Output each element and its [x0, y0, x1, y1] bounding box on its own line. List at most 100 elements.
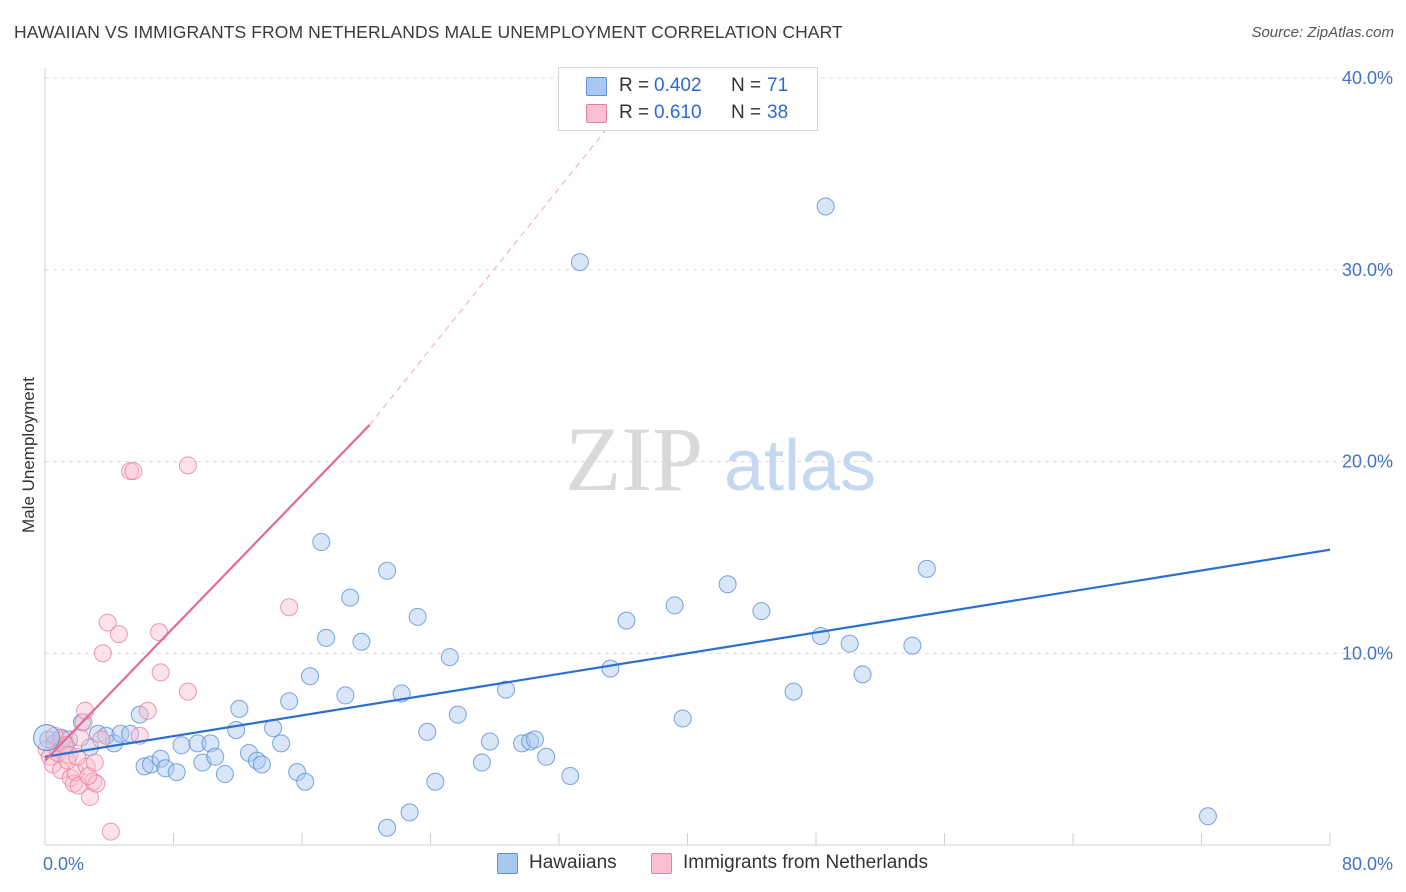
point-hawaiians — [816, 197, 835, 216]
point-hawaiians — [440, 648, 459, 667]
legend-row-netherlands: R = 0.610 N = 38 — [559, 101, 817, 127]
point-hawaiians — [903, 636, 922, 655]
point-netherlands — [150, 623, 169, 642]
point-hawaiians — [917, 559, 936, 578]
legend-r-label: R = — [619, 75, 650, 96]
legend-swatch-netherlands — [586, 104, 607, 123]
point-hawaiians — [352, 632, 371, 651]
trend-line-netherlands-extension — [368, 77, 648, 426]
point-hawaiians — [272, 734, 291, 753]
point-hawaiians — [60, 730, 79, 749]
trend-lines — [44, 77, 1331, 762]
point-hawaiians — [665, 596, 684, 615]
watermark-zip: ZIP — [565, 408, 703, 510]
bottom-legend-swatch-netherlands — [651, 853, 672, 874]
point-hawaiians — [188, 734, 207, 753]
point-hawaiians — [601, 659, 620, 678]
x-tick-label: 0.0% — [43, 854, 84, 874]
point-hawaiians — [230, 699, 249, 718]
point-hawaiians — [215, 765, 234, 784]
y-axis-label: Male Unemployment — [19, 377, 38, 533]
point-netherlands — [138, 701, 157, 720]
point-hawaiians — [480, 732, 499, 751]
point-netherlands — [109, 625, 128, 644]
legend-n-label: N = — [731, 75, 762, 96]
legend: R = 0.402 N = 71 R = 0.610 N = 38 — [558, 67, 818, 131]
point-netherlands — [52, 761, 71, 780]
point-hawaiians — [312, 533, 331, 552]
point-hawaiians — [280, 692, 299, 711]
point-hawaiians — [496, 680, 515, 699]
y-tick-label: 20.0% — [1342, 452, 1393, 472]
point-hawaiians — [252, 755, 271, 774]
point-hawaiians — [156, 759, 175, 778]
point-hawaiians — [111, 724, 130, 743]
legend-r-value: 0.610 — [654, 102, 702, 123]
point-netherlands — [92, 730, 111, 749]
legend-r-value: 0.402 — [654, 75, 702, 96]
point-hawaiians — [853, 665, 872, 684]
point-hawaiians — [617, 611, 636, 630]
point-hawaiians — [317, 628, 336, 647]
y-tick-label: 10.0% — [1342, 643, 1393, 663]
trend-line-hawaiians — [44, 548, 1331, 758]
point-hawaiians — [378, 561, 397, 580]
point-hawaiians — [673, 709, 692, 728]
bottom-legend-label: Immigrants from Netherlands — [683, 852, 928, 873]
point-hawaiians — [336, 686, 355, 705]
point-hawaiians — [201, 734, 220, 753]
point-hawaiians — [378, 818, 397, 837]
legend-swatch-hawaiians — [586, 77, 607, 96]
point-hawaiians — [135, 757, 154, 776]
y-tick-label: 40.0% — [1342, 68, 1393, 88]
point-hawaiians — [718, 575, 737, 594]
point-netherlands — [98, 613, 117, 632]
point-hawaiians — [142, 755, 161, 774]
x-tick-label: 80.0% — [1342, 854, 1393, 874]
point-netherlands — [178, 456, 197, 475]
source-label: Source: ZipAtlas.com — [1251, 24, 1394, 41]
point-hawaiians — [296, 772, 315, 791]
legend-r-label: R = — [619, 102, 650, 123]
point-hawaiians — [206, 747, 225, 766]
point-hawaiians — [151, 749, 170, 768]
point-netherlands — [71, 728, 90, 747]
y-tick-label: 30.0% — [1342, 260, 1393, 280]
point-hawaiians — [472, 753, 491, 772]
point-netherlands — [84, 772, 103, 791]
bottom-legend-label: Hawaiians — [529, 852, 617, 873]
point-netherlands — [280, 598, 299, 617]
point-netherlands — [76, 701, 95, 720]
point-netherlands — [85, 753, 104, 772]
tick-labels: 10.0% 20.0% 30.0% 40.0% 0.0% 80.0% — [43, 68, 1393, 874]
point-hawaiians — [341, 588, 360, 607]
legend-n-value: 38 — [767, 102, 789, 123]
point-netherlands — [124, 462, 143, 481]
legend-n-label: N = — [731, 102, 762, 123]
chart-title: HAWAIIAN VS IMMIGRANTS FROM NETHERLANDS … — [14, 22, 843, 42]
point-hawaiians — [840, 634, 859, 653]
axes — [44, 68, 1331, 846]
point-hawaiians — [418, 722, 437, 741]
point-netherlands — [178, 682, 197, 701]
point-hawaiians — [400, 803, 419, 822]
trend-line-netherlands — [44, 424, 371, 762]
legend-row-hawaiians: R = 0.402 N = 71 — [559, 74, 817, 100]
point-netherlands — [69, 776, 88, 795]
point-hawaiians — [426, 772, 445, 791]
point-netherlands — [151, 663, 170, 682]
point-hawaiians — [784, 682, 803, 701]
point-hawaiians — [408, 607, 427, 626]
point-hawaiians — [172, 736, 191, 755]
point-hawaiians — [448, 705, 467, 724]
legend-n-value: 71 — [767, 75, 789, 96]
point-hawaiians — [561, 766, 580, 785]
point-hawaiians — [752, 602, 771, 621]
watermark-atlas: atlas — [724, 426, 876, 506]
point-netherlands — [93, 644, 112, 663]
watermark: ZIP atlas — [565, 408, 876, 510]
bottom-legend: Hawaiians Immigrants from Netherlands — [0, 851, 1406, 877]
point-hawaiians — [33, 724, 61, 752]
point-hawaiians — [1198, 807, 1217, 826]
